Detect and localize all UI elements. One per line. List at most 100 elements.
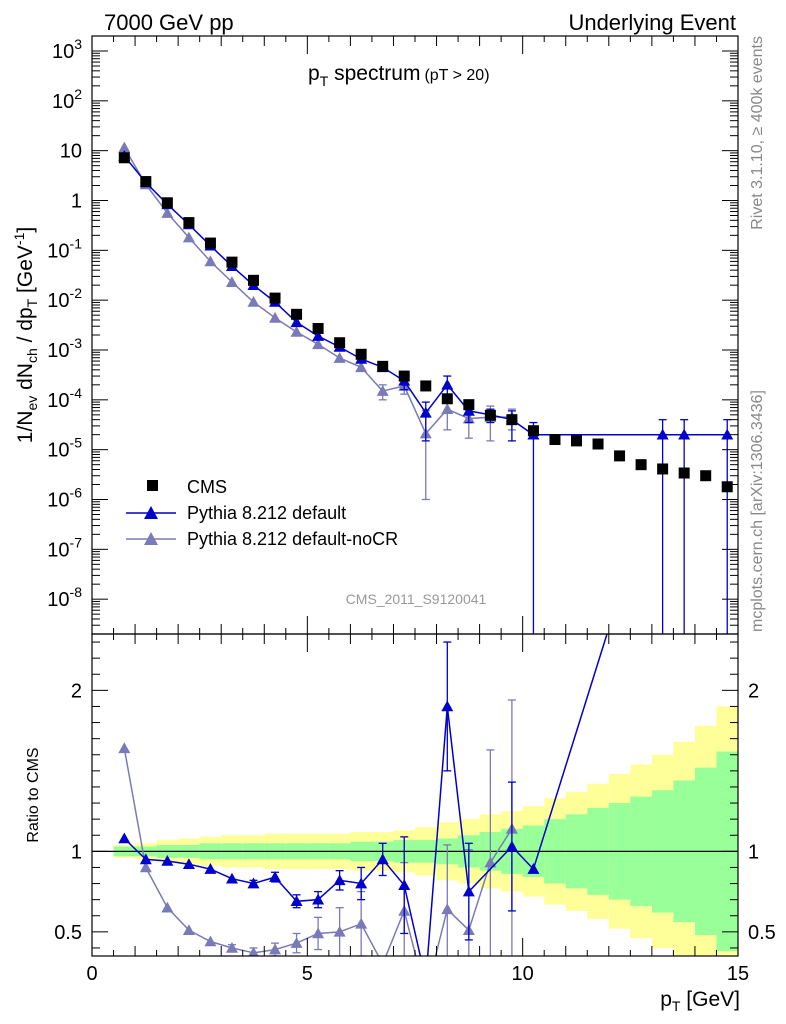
main-point-cms <box>420 380 432 392</box>
main-y-tick-label: 10-7 <box>47 534 82 561</box>
main-point-default <box>656 428 669 440</box>
ratio-y-tick-label: 1 <box>71 841 82 863</box>
main-point-cms <box>248 274 259 286</box>
ratio-point-default <box>462 885 475 897</box>
ratio-point-default <box>247 877 260 889</box>
legend-marker-cms <box>147 480 158 491</box>
ratio-point-nocr <box>248 946 259 956</box>
main-point-cms <box>549 433 561 445</box>
main-point-cms <box>183 217 195 229</box>
ratio-point-nocr <box>225 941 238 953</box>
ratio-point-default <box>398 879 411 890</box>
main-point-default <box>721 428 734 440</box>
ratio-point-default <box>505 840 518 852</box>
main-point-cms <box>269 292 281 304</box>
main-point-cms <box>527 425 539 437</box>
ratio-point-default <box>333 874 346 886</box>
main-point-nocr <box>182 231 195 243</box>
main-line-nocr <box>123 147 512 435</box>
main-point-nocr <box>441 403 454 414</box>
main-y-tick-label: 103 <box>52 36 82 63</box>
ratio-point-default <box>139 853 152 865</box>
title-extra: (pT > 20) <box>424 67 489 84</box>
main-y-tick-label: 1 <box>71 191 82 213</box>
ratio-y-tick-label-right: 1 <box>748 841 759 863</box>
main-point-nocr <box>161 207 174 218</box>
ratio-y-tick-label: 0.5 <box>54 922 82 944</box>
ratio-point-default <box>182 858 195 870</box>
main-y-tick-label: 10-8 <box>47 584 82 611</box>
main-y-tick-label: 10 <box>60 141 82 163</box>
main-y-tick-label: 10-3 <box>47 335 82 362</box>
ratio-point-nocr <box>118 742 131 754</box>
legend-marker-default <box>144 506 158 519</box>
main-point-cms <box>204 237 216 249</box>
ratio-point-nocr <box>377 958 389 969</box>
x-tick-label: 0 <box>86 963 97 985</box>
main-point-nocr <box>269 311 282 323</box>
main-point-nocr <box>333 352 346 363</box>
main-point-cms <box>463 399 475 411</box>
title-sub: T <box>320 73 329 89</box>
main-point-cms <box>484 409 496 421</box>
ratio-point-default <box>527 863 540 874</box>
ratio-point-nocr <box>312 927 325 939</box>
main-point-cms <box>614 450 626 462</box>
ratio-point-default <box>161 855 174 866</box>
ratio-point-nocr <box>484 856 497 868</box>
main-point-cms <box>140 176 152 188</box>
main-point-cms <box>118 152 130 164</box>
main-y-tick-label: 10-6 <box>47 485 82 512</box>
ratio-point-default <box>225 872 238 884</box>
ratio-ylabel: Ratio to CMS <box>25 747 42 842</box>
main-point-nocr <box>376 385 389 396</box>
main-point-nocr <box>247 295 260 307</box>
main-point-nocr <box>225 276 238 287</box>
title-main: p <box>308 62 320 85</box>
ratio-point-default <box>269 871 282 882</box>
main-point-default <box>441 378 454 390</box>
main-y-tick-label: 102 <box>52 86 82 113</box>
ratio-point-default <box>290 895 303 907</box>
ratio-point-nocr <box>269 943 282 955</box>
main-point-nocr <box>355 361 368 373</box>
main-point-cms <box>398 370 410 382</box>
main-point-cms <box>635 459 647 471</box>
main-point-cms <box>355 348 367 360</box>
main-point-cms <box>721 481 733 493</box>
main-point-cms <box>226 256 238 268</box>
x-tick-label: 5 <box>302 963 313 985</box>
main-point-cms <box>161 197 173 209</box>
main-point-cms <box>334 337 346 349</box>
main-point-cms <box>506 414 518 426</box>
ratio-y-tick-label: 2 <box>71 680 82 702</box>
main-point-cms <box>700 470 712 482</box>
title-rest: spectrum <box>328 62 420 85</box>
ratio-point-default <box>312 893 325 905</box>
ratio-line-default <box>123 634 608 956</box>
ratio-point-nocr <box>355 917 368 929</box>
main-point-nocr <box>204 255 217 267</box>
ratio-point-default <box>204 863 217 874</box>
ratio-point-nocr <box>441 903 454 915</box>
main-point-cms <box>592 438 604 450</box>
ratio-y-tick-label-right: 0.5 <box>748 922 776 944</box>
ratio-point-default <box>118 832 131 844</box>
ratio-point-default <box>441 700 454 712</box>
ratio-point-nocr <box>161 901 174 913</box>
mcplots-label: mcplots.cern.ch [arXiv:1306.3436] <box>749 390 766 632</box>
ratio-point-default <box>355 877 368 889</box>
main-point-default <box>462 404 475 416</box>
main-point-cms <box>312 323 324 335</box>
ratio-y-tick-label-right: 2 <box>748 680 759 702</box>
main-point-default <box>419 406 432 418</box>
legend-marker-nocr <box>144 532 158 545</box>
main-point-cms <box>441 393 453 405</box>
main-y-tick-label: 10-5 <box>47 435 82 462</box>
ratio-point-nocr <box>182 924 195 936</box>
main-point-nocr <box>118 141 131 153</box>
main-point-cms <box>678 467 690 479</box>
legend-label-cms: CMS <box>187 477 227 497</box>
main-y-tick-label: 10-1 <box>47 235 82 262</box>
main-point-nocr <box>312 338 325 350</box>
